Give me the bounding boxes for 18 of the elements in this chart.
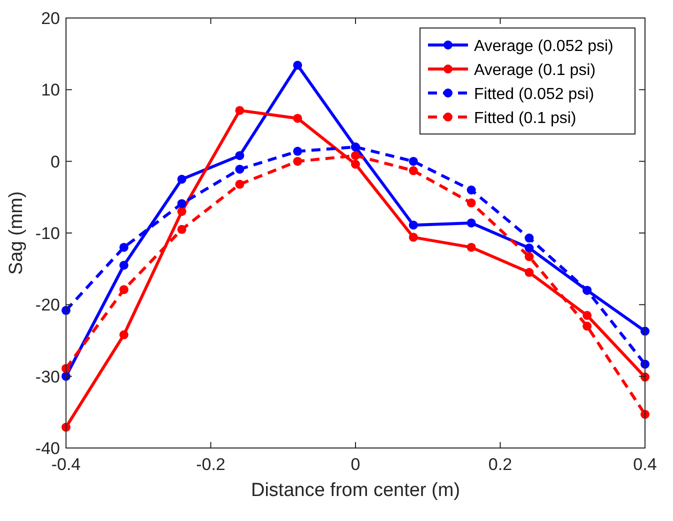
x-axis-title: Distance from center (m) [250, 480, 460, 501]
y-tick-label: 10 [41, 80, 60, 100]
y-axis-title: Sag (mm) [6, 191, 27, 275]
x-tick-label: 0.4 [633, 455, 657, 474]
y-tick-label: -40 [35, 439, 60, 458]
y-tick-label: -20 [35, 296, 60, 315]
legend-label: Fitted (0.052 psi) [474, 86, 594, 103]
legend-label: Fitted (0.1 psi) [474, 110, 576, 127]
x-tick-label: 0 [350, 455, 360, 474]
legend-label: Average (0.052 psi) [474, 38, 614, 55]
y-tick-label: 0 [50, 152, 60, 172]
y-tick-label: -10 [35, 224, 60, 243]
legend-label: Average (0.1 psi) [474, 62, 596, 79]
y-tick-label: 20 [41, 9, 60, 28]
x-tick-label: 0.2 [488, 455, 512, 474]
y-tick-label: -30 [35, 367, 60, 386]
x-tick-label: -0.4 [51, 455, 81, 474]
x-tick-label: -0.2 [196, 455, 226, 474]
